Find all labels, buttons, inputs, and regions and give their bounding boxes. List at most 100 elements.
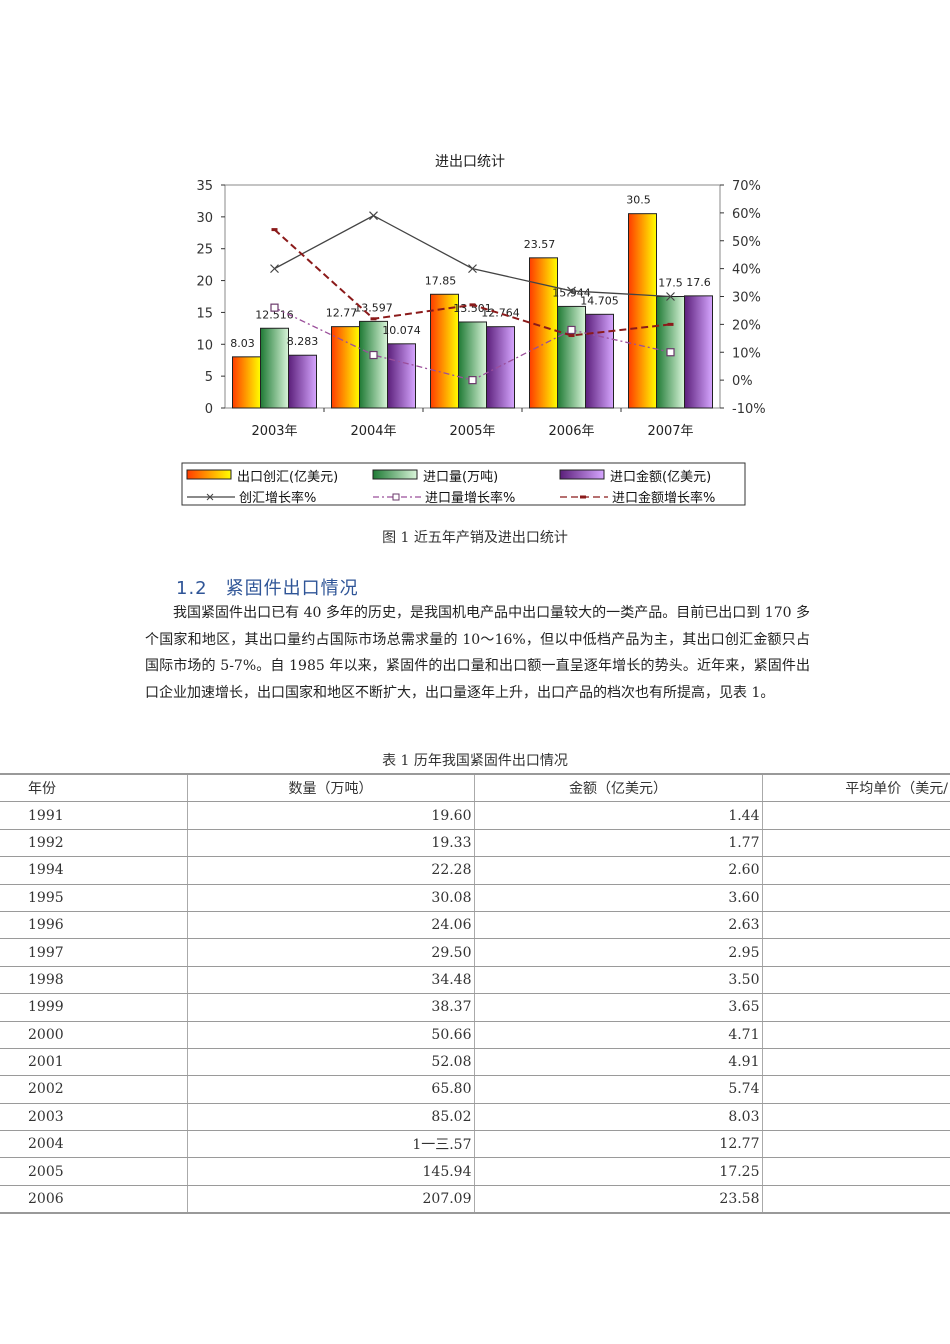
y-tick-label: 0 (205, 402, 213, 417)
cell-year: 2001 (0, 1047, 187, 1077)
cell-unit-price (761, 993, 950, 1022)
cell-unit-price (761, 1157, 950, 1186)
y-tick-label: 35 (196, 179, 213, 194)
bar (331, 326, 360, 409)
header-amount: 金额（亿美元） (473, 773, 762, 803)
table-row: 1998 34.48 3.50 (0, 965, 950, 995)
bar-value-label: 15.944 (552, 286, 591, 299)
bar-value-label: 13.597 (354, 301, 393, 314)
cell-amount: 1.77 (473, 828, 762, 858)
cell-year: 1992 (0, 828, 187, 858)
table-row: 2004 1一三.57 12.77 (0, 1130, 950, 1159)
cell-quantity: 34.48 (186, 965, 474, 995)
cell-quantity: 145.94 (186, 1157, 474, 1186)
cell-year: 2000 (0, 1020, 187, 1049)
bar (387, 343, 416, 409)
table-caption: 表 1 历年我国紧固件出口情况 (382, 753, 568, 769)
section-title: 紧固件出口情况 (225, 578, 359, 599)
cell-year: 2005 (0, 1157, 187, 1186)
bar-value-label: 12.516 (255, 308, 294, 321)
cell-year: 1997 (0, 938, 187, 967)
header-unit-price: 平均单价（美元/ (761, 773, 950, 803)
bar (359, 320, 388, 409)
table-row: 1994 22.28 2.60 (0, 856, 950, 885)
cell-unit-price (761, 1047, 950, 1077)
x-tick-label: 2007年 (647, 424, 693, 439)
y2-tick-label: 40% (732, 263, 761, 278)
y2-tick-label: 30% (732, 291, 761, 306)
cell-amount: 2.95 (473, 938, 762, 967)
y-tick-label: 25 (196, 243, 213, 258)
cell-year: 1994 (0, 856, 187, 885)
table-row: 1992 19.33 1.77 (0, 828, 950, 858)
table-row: 2006 207.09 23.58 (0, 1184, 950, 1215)
cell-amount: 3.50 (473, 965, 762, 995)
cell-quantity: 30.08 (186, 883, 474, 912)
y-tick-label: 15 (196, 306, 213, 321)
cell-quantity: 29.50 (186, 938, 474, 967)
cell-year: 1996 (0, 910, 187, 940)
cell-quantity: 50.66 (186, 1020, 474, 1049)
table-row: 2005 145.94 17.25 (0, 1157, 950, 1186)
y2-tick-label: 50% (732, 235, 761, 250)
bar-value-label: 12.764 (481, 307, 520, 320)
cell-unit-price (761, 828, 950, 858)
bar-value-label: 17.85 (425, 274, 457, 287)
bar-value-label: 12.77 (326, 307, 358, 320)
cell-unit-price (761, 1102, 950, 1132)
legend-label: 创汇增长率% (239, 490, 316, 506)
table-row: 1996 24.06 2.63 (0, 910, 950, 940)
bar (288, 354, 317, 409)
cell-unit-price (761, 801, 950, 830)
x-tick-label: 2006年 (548, 424, 594, 439)
legend-label: 出口创汇(亿美元) (237, 470, 338, 485)
cell-quantity: 24.06 (186, 910, 474, 940)
table-row: 2001 52.08 4.91 (0, 1047, 950, 1077)
bar (486, 326, 515, 409)
cell-amount: 23.58 (473, 1184, 762, 1215)
bar (628, 213, 657, 409)
cell-quantity: 38.37 (186, 993, 474, 1022)
y-tick-label: 10 (196, 338, 213, 353)
bar (684, 295, 713, 409)
export-table: 年份 数量（万吨） 金额（亿美元） 平均单价（美元/ 1991 19.60 1.44… (0, 773, 950, 1215)
cell-unit-price (761, 1020, 950, 1049)
cell-quantity: 19.33 (186, 828, 474, 858)
cell-unit-price (761, 938, 950, 967)
table-row: 1999 38.37 3.65 (0, 993, 950, 1022)
cell-amount: 8.03 (473, 1102, 762, 1132)
bar-value-label: 17.6 (686, 276, 711, 289)
bar (232, 356, 261, 409)
cell-amount: 1.44 (473, 801, 762, 830)
legend-label: 进口金额(亿美元) (610, 469, 711, 485)
legend-label: 进口量(万吨) (423, 470, 498, 485)
y2-tick-label: 0% (732, 374, 753, 389)
paragraph-text: 我国紧固件出口已有 40 多年的历史，是我国机电产品中出口量较大的一类产品。目前… (145, 605, 810, 701)
section-number: 1.2 (176, 578, 208, 599)
bar-value-label: 30.5 (626, 194, 651, 207)
table-row: 2003 85.02 8.03 (0, 1102, 950, 1132)
table-row: 2000 50.66 4.71 (0, 1020, 950, 1049)
chart-container: 进出口统计 0 5 10 15 20 25 30 35 -10% 0% 10% 20% 30% 40% 50%… (175, 140, 775, 520)
bar-value-label: 8.283 (287, 335, 319, 348)
cell-amount: 3.65 (473, 993, 762, 1022)
cell-quantity: 65.80 (186, 1075, 474, 1104)
cell-year: 2002 (0, 1075, 187, 1104)
chart-title: 进出口统计 (435, 154, 505, 170)
cell-unit-price (761, 856, 950, 885)
y2-tick-label: -10% (732, 402, 766, 417)
cell-year: 1991 (0, 801, 187, 830)
bar-value-label: 23.57 (524, 238, 556, 251)
cell-year: 2004 (0, 1130, 187, 1159)
figure-caption: 图 1 近五年产销及进出口统计 (382, 530, 568, 546)
y-tick-label: 30 (196, 211, 213, 226)
bar (529, 257, 558, 409)
cell-year: 1999 (0, 993, 187, 1022)
table-row: 1995 30.08 3.60 (0, 883, 950, 912)
cell-amount: 12.77 (473, 1130, 762, 1159)
x-tick-label: 2005年 (449, 424, 495, 439)
cell-quantity: 85.02 (186, 1102, 474, 1132)
cell-unit-price (761, 965, 950, 995)
cell-quantity: 19.60 (186, 801, 474, 830)
cell-unit-price (761, 910, 950, 940)
